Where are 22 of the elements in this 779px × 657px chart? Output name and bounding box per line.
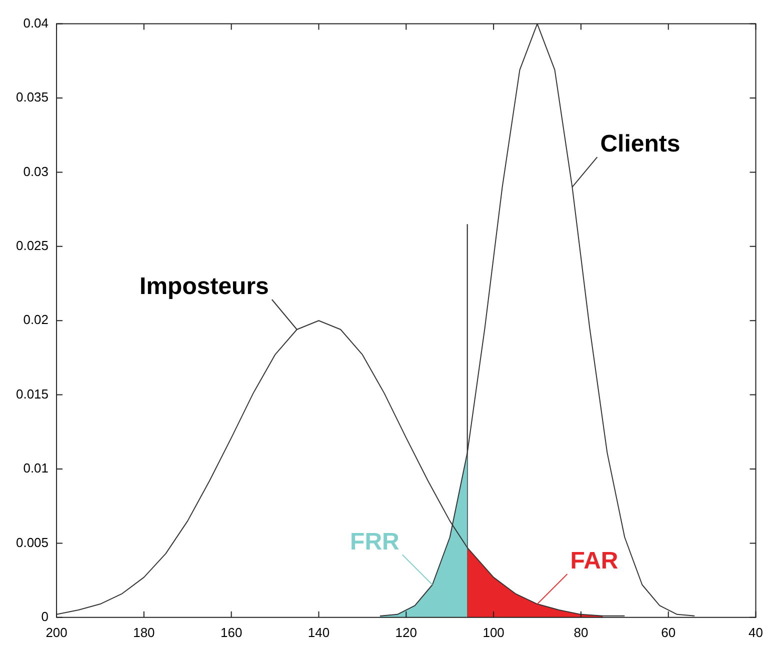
series-label: FRR <box>350 528 400 556</box>
x-tick-label: 200 <box>46 624 68 640</box>
x-tick-label: 160 <box>220 624 242 640</box>
y-tick-label: 0.005 <box>16 534 49 550</box>
x-tick-label: 140 <box>308 624 330 640</box>
series-label: FAR <box>570 548 618 575</box>
y-tick-label: 0.03 <box>23 164 49 179</box>
series-label: Imposteurs <box>140 273 269 300</box>
x-tick-label: 40 <box>748 624 764 640</box>
x-tick-label: 100 <box>482 624 504 640</box>
x-tick-label: 80 <box>574 624 588 640</box>
series-label: Clients <box>600 130 680 158</box>
y-tick-label: 0.02 <box>23 312 49 328</box>
x-tick-label: 60 <box>661 624 676 640</box>
y-tick-label: 0 <box>41 608 49 624</box>
y-tick-label: 0.025 <box>16 238 49 253</box>
y-tick-label: 0.035 <box>16 90 49 105</box>
y-tick-label: 0.015 <box>16 386 49 402</box>
x-tick-label: 120 <box>395 624 417 640</box>
y-tick-label: 0.01 <box>23 460 49 476</box>
y-tick-label: 0.04 <box>23 15 49 30</box>
x-tick-label: 180 <box>133 624 155 640</box>
